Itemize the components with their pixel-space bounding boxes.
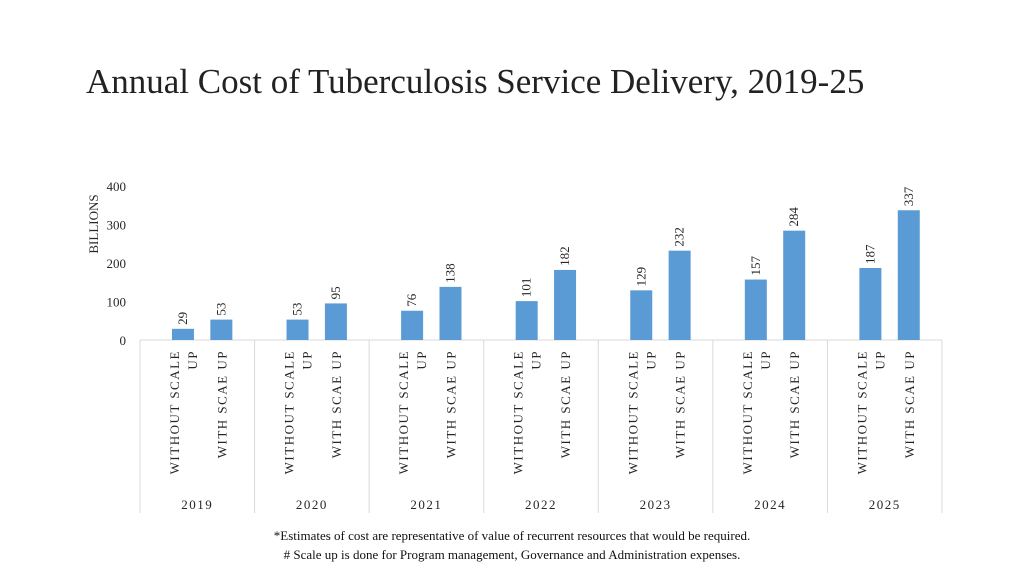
y-tick-label: 200 xyxy=(107,256,127,271)
bar-without-scale-up xyxy=(286,319,309,340)
x-category-label: WITH SCAE UP xyxy=(214,350,229,458)
x-category-label: UP xyxy=(185,350,200,370)
x-category-label: WITH SCAE UP xyxy=(443,350,458,458)
y-tick-label: 300 xyxy=(107,218,127,233)
bar-with-scale-up xyxy=(210,319,233,340)
data-label: 284 xyxy=(786,207,801,227)
x-category-label: WITH SCAE UP xyxy=(558,350,573,458)
x-category-label: WITH SCAE UP xyxy=(673,350,688,458)
data-label: 232 xyxy=(672,227,687,247)
x-category-label: UP xyxy=(872,350,887,370)
bar-without-scale-up xyxy=(630,290,653,340)
bar-with-scale-up xyxy=(554,269,577,340)
data-label: 182 xyxy=(557,246,572,266)
data-label: 95 xyxy=(328,286,343,299)
bar-without-scale-up xyxy=(171,328,194,340)
x-category-label: WITHOUT SCALE xyxy=(740,350,755,474)
x-year-label: 2025 xyxy=(869,497,901,512)
y-tick-label: 0 xyxy=(120,333,127,348)
data-label: 187 xyxy=(862,244,877,264)
data-label: 138 xyxy=(442,263,457,283)
x-year-label: 2024 xyxy=(754,497,786,512)
x-category-label: UP xyxy=(758,350,773,370)
x-year-label: 2023 xyxy=(640,497,672,512)
bar-without-scale-up xyxy=(744,279,767,340)
data-label: 76 xyxy=(404,293,419,307)
x-category-label: UP xyxy=(529,350,544,370)
x-category-label: WITH SCAE UP xyxy=(787,350,802,458)
bar-with-scale-up xyxy=(324,303,347,340)
footnote-scale-up: # Scale up is done for Program managemen… xyxy=(283,547,741,562)
x-category-label: WITH SCAE UP xyxy=(329,350,344,458)
y-axis-title: BILLIONS xyxy=(86,194,101,253)
bar-without-scale-up xyxy=(515,301,538,340)
x-category-label: WITHOUT SCALE xyxy=(167,350,182,474)
bar-with-scale-up xyxy=(668,250,691,340)
bar-with-scale-up xyxy=(439,286,462,340)
data-label: 101 xyxy=(519,278,534,298)
x-category-label: UP xyxy=(414,350,429,370)
data-label: 29 xyxy=(175,312,190,325)
bar-with-scale-up xyxy=(783,230,806,340)
bar-without-scale-up xyxy=(401,310,424,340)
x-category-label: WITHOUT SCALE xyxy=(396,350,411,474)
data-label: 53 xyxy=(290,303,305,316)
x-category-label: WITHOUT SCALE xyxy=(282,350,297,474)
x-year-label: 2019 xyxy=(181,497,213,512)
x-category-label: UP xyxy=(643,350,658,370)
data-label: 129 xyxy=(633,267,648,287)
x-category-label: WITHOUT SCALE xyxy=(625,350,640,474)
x-category-label: WITHOUT SCALE xyxy=(854,350,869,474)
x-year-label: 2020 xyxy=(296,497,328,512)
data-label: 157 xyxy=(748,256,763,276)
bar-without-scale-up xyxy=(859,268,882,340)
footnote-estimates: *Estimates of cost are representative of… xyxy=(273,528,751,543)
data-label: 337 xyxy=(901,186,916,206)
x-year-label: 2022 xyxy=(525,497,557,512)
y-tick-label: 400 xyxy=(107,179,127,194)
x-year-label: 2021 xyxy=(410,497,442,512)
data-label: 53 xyxy=(213,303,228,316)
chart-title: Annual Cost of Tuberculosis Service Deli… xyxy=(86,62,865,101)
bar-with-scale-up xyxy=(897,210,920,340)
x-category-label: WITH SCAE UP xyxy=(902,350,917,458)
y-tick-label: 100 xyxy=(107,295,127,310)
x-category-label: UP xyxy=(300,350,315,370)
x-category-label: WITHOUT SCALE xyxy=(511,350,526,474)
